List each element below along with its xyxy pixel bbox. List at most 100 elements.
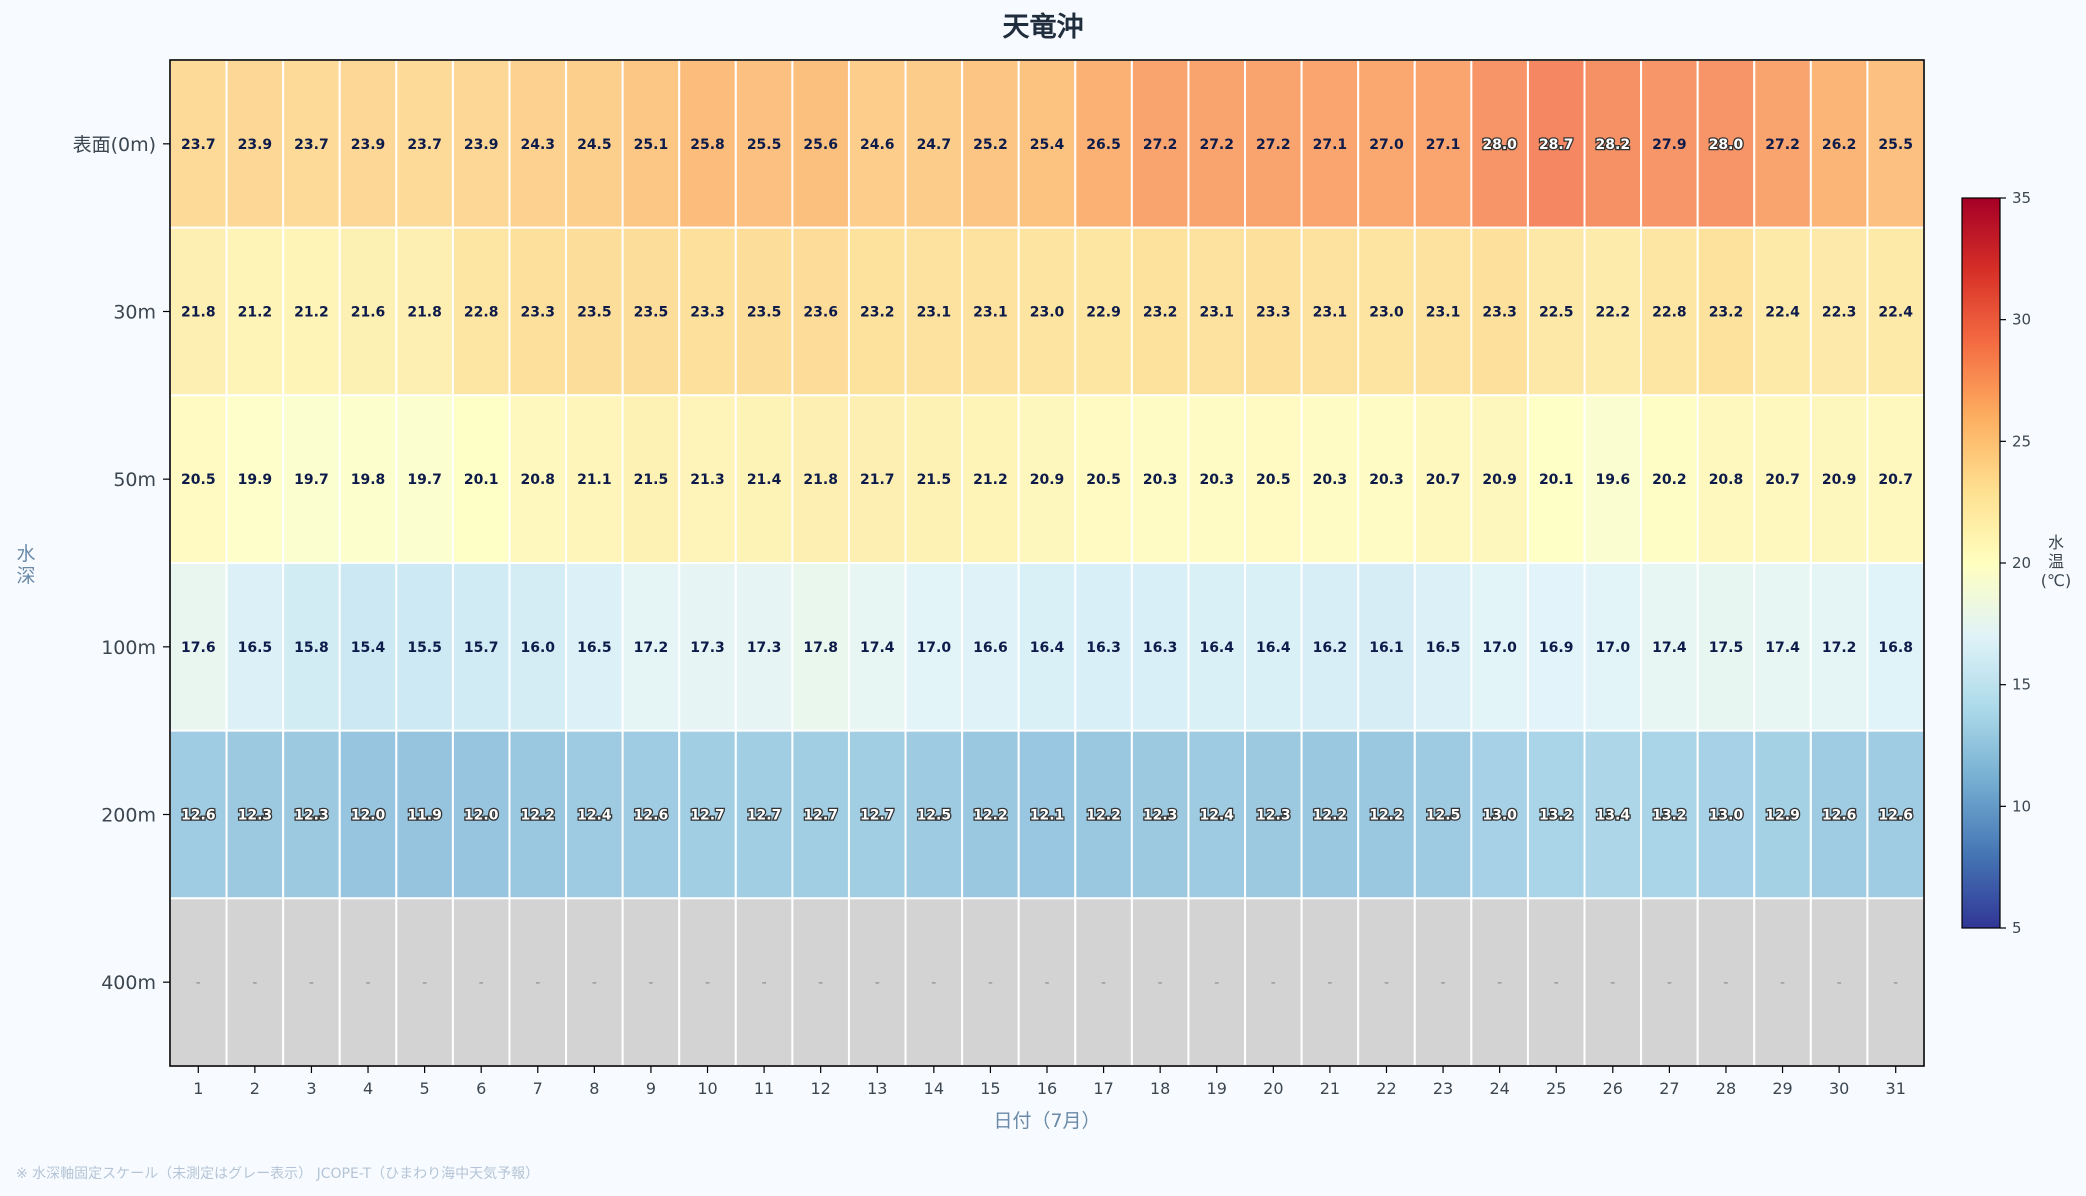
cell-value-label: -: [1327, 975, 1332, 991]
cell-value-label: 28.0: [1709, 137, 1744, 153]
cell-value-label: 12.4: [577, 808, 612, 824]
cell-value-label: 20.3: [1369, 472, 1404, 488]
cell-value-label: 27.2: [1765, 137, 1800, 153]
heatmap-cell: [1244, 226, 1303, 397]
cell-value-label: -: [1101, 975, 1106, 991]
cell-value-label: 23.5: [747, 305, 782, 321]
cell-value-label: 23.7: [407, 137, 442, 153]
heatmap-cell: [282, 729, 341, 900]
cell-value-label: 12.2: [1086, 808, 1121, 824]
cell-value-label: 17.3: [747, 640, 782, 656]
heatmap-cell: [734, 394, 794, 565]
cell-value-label: 21.4: [747, 472, 782, 488]
cell-value-label: 17.2: [634, 640, 669, 656]
colorbar-tick-label: 5: [2012, 919, 2022, 937]
cell-value-label: 20.1: [1539, 472, 1574, 488]
cell-value-label: 15.7: [464, 640, 499, 656]
cell-value-label: 23.2: [860, 305, 895, 321]
heatmap-cell: [1526, 729, 1586, 900]
cell-value-label: 13.0: [1709, 808, 1744, 824]
heatmap-cell: [225, 59, 285, 229]
cell-value-label: 21.6: [351, 305, 386, 321]
heatmap-cell: [678, 394, 737, 565]
heatmap-cell: [1130, 226, 1190, 397]
heatmap-cell: [734, 562, 794, 732]
heatmap-cell: [1017, 394, 1077, 565]
cell-value-label: 20.5: [181, 472, 216, 488]
heatmap-cell: [1187, 562, 1247, 732]
heatmap-cell: [1753, 59, 1812, 229]
cell-value-label: 23.5: [577, 305, 612, 321]
cell-value-label: 23.7: [294, 137, 329, 153]
cell-value-label: -: [1610, 975, 1615, 991]
colorbar-tick-label: 15: [2012, 676, 2031, 694]
heatmap-cell: [395, 226, 454, 397]
cell-value-label: 12.2: [521, 808, 556, 824]
x-tick-label: 25: [1546, 1079, 1566, 1098]
cell-value-label: -: [648, 975, 653, 991]
heatmap-cell: [1640, 562, 1699, 732]
cell-value-label: -: [1158, 975, 1163, 991]
x-tick-label: 12: [810, 1079, 830, 1098]
cell-value-label: 25.8: [690, 137, 725, 153]
x-tick-label: 27: [1659, 1079, 1679, 1098]
cell-value-label: 26.5: [1086, 137, 1121, 153]
heatmap-cell: [451, 59, 511, 229]
heatmap-cell: [225, 562, 285, 732]
heatmap-cells: [169, 59, 1925, 1067]
heatmap-cell: [1583, 562, 1643, 732]
heatmap-cell: [791, 59, 850, 229]
cell-value-label: 20.2: [1652, 472, 1687, 488]
cell-value-label: 23.9: [464, 137, 499, 153]
heatmap-cell: [1470, 729, 1529, 900]
cell-value-label: 21.2: [973, 472, 1008, 488]
heatmap-cell: [169, 897, 228, 1067]
x-tick-label: 23: [1433, 1079, 1453, 1098]
cell-value-label: 13.2: [1539, 808, 1574, 824]
x-tick-label: 2: [250, 1079, 260, 1098]
cell-value-label: 20.9: [1482, 472, 1517, 488]
heatmap-cell: [169, 59, 228, 229]
cell-value-label: 28.0: [1482, 137, 1517, 153]
cell-value-label: -: [1271, 975, 1276, 991]
cell-value-label: 16.5: [1426, 640, 1461, 656]
cell-value-label: -: [1214, 975, 1219, 991]
heatmap-cell: [1413, 226, 1473, 397]
heatmap-cell: [338, 394, 398, 565]
x-tick-label: 20: [1263, 1079, 1283, 1098]
y-tick-label: 200m: [101, 805, 156, 827]
cell-value-label: 12.7: [747, 808, 782, 824]
x-tick-label: 26: [1603, 1079, 1623, 1098]
x-tick-label: 10: [697, 1079, 717, 1098]
colorbar: 5 10 15 20 25 30 35 水温(℃): [1961, 189, 2071, 937]
cell-value-label: 20.8: [1709, 472, 1744, 488]
heatmap-cell: [621, 226, 681, 397]
cell-value-label: 27.0: [1369, 137, 1404, 153]
cell-value-label: 16.3: [1143, 640, 1178, 656]
cell-value-label: 22.5: [1539, 305, 1574, 321]
cell-value-label: 21.5: [917, 472, 952, 488]
heatmap-cell: [904, 562, 964, 732]
heatmap-cell: [1413, 394, 1473, 565]
heatmap-cell: [1470, 226, 1529, 397]
x-tick-label: 3: [306, 1079, 316, 1098]
cell-value-label: 20.5: [1256, 472, 1291, 488]
cell-value-label: 24.3: [521, 137, 556, 153]
cell-value-label: 23.1: [1199, 305, 1234, 321]
heatmap-cell: [1074, 562, 1133, 732]
cell-value-label: -: [988, 975, 993, 991]
heatmap-cell: [1074, 394, 1133, 565]
x-axis-label: 日付（7月）: [993, 1110, 1100, 1132]
cell-value-label: 17.6: [181, 640, 216, 656]
cell-value-label: 12.7: [803, 808, 838, 824]
cell-value-label: -: [1384, 975, 1389, 991]
cell-value-label: 21.7: [860, 472, 895, 488]
heatmap-cell: [508, 729, 568, 900]
cell-value-label: 20.7: [1878, 472, 1913, 488]
heatmap-cell: [1866, 562, 1925, 732]
cell-value-label: 21.8: [407, 305, 442, 321]
x-tick-label: 15: [980, 1079, 1000, 1098]
heatmap-cell: [1300, 897, 1360, 1067]
cell-value-label: 13.0: [1482, 808, 1517, 824]
x-tick-label: 22: [1376, 1079, 1396, 1098]
